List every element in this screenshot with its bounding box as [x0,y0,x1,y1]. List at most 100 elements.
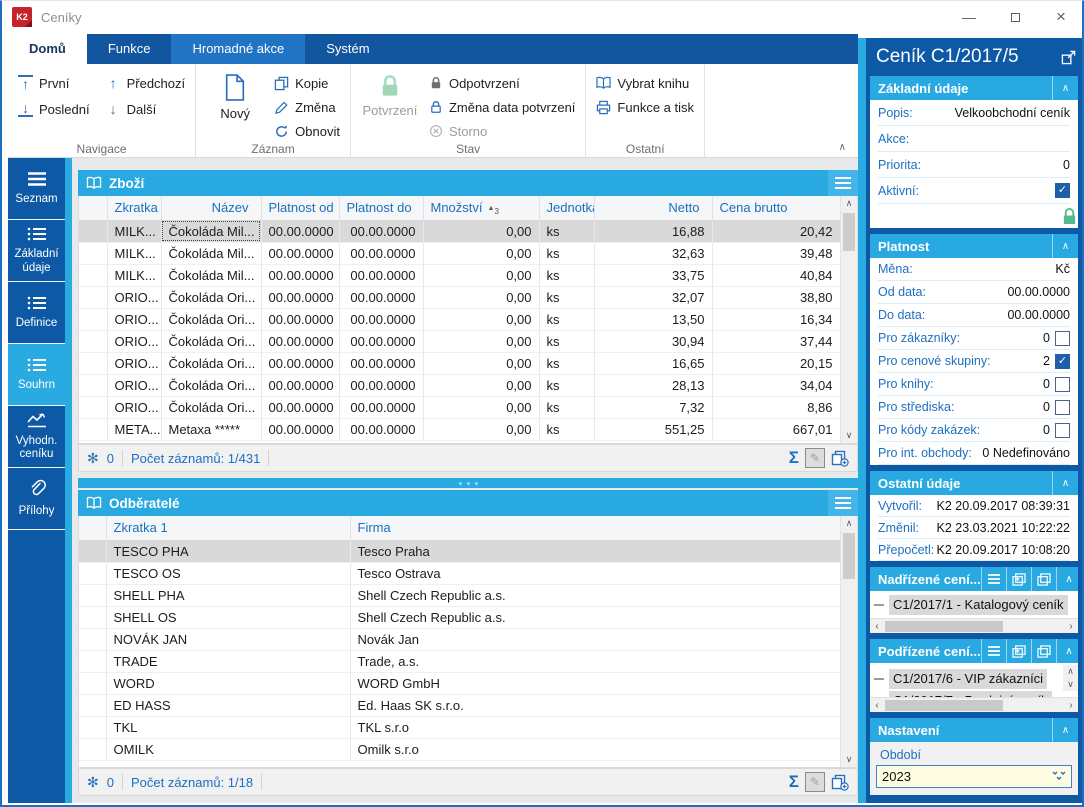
add-copy-button[interactable] [831,450,849,467]
obnovit-button[interactable]: Obnovit [274,119,340,143]
field-row[interactable]: Pro cenové skupiny: 2 [878,350,1070,373]
row-selector-cell[interactable] [79,584,107,607]
close-button[interactable]: × [1056,7,1066,26]
edit-pencil-button[interactable]: ✎ [805,772,825,792]
odberatele-column-header[interactable]: Firma [350,516,841,541]
zbozi-column-header[interactable]: Cena brutto [712,196,841,221]
field-row[interactable]: Od data: 00.00.0000 [878,281,1070,304]
field-row[interactable]: Popis: Velkoobchodní ceník [878,100,1070,126]
collapse-chevron-icon[interactable]: ∧ [1055,639,1078,663]
odberatele-table-row[interactable]: TESCO PHA Tesco Praha [79,540,841,563]
tab-funkce[interactable]: Funkce [87,34,172,64]
cenik-tree-item[interactable]: C1/2017/7 - Prodejní ceník [872,690,1076,697]
odberatele-table-row[interactable]: WORD WORD GmbH [79,672,841,695]
odberatele-panel-menu-button[interactable] [828,490,858,516]
odberatele-table-row[interactable]: TESCO OS Tesco Ostrava [79,562,841,585]
odberatele-table-row[interactable]: NOVÁK JAN Novák Jan [79,628,841,651]
field-row[interactable]: Pro kódy zakázek: 0 [878,419,1070,442]
row-selector-cell[interactable] [79,242,108,265]
field-row[interactable]: Pro knihy: 0 [878,373,1070,396]
podrizene-vertical-scrollbar[interactable]: ∧ ∨ [1063,665,1078,691]
row-selector-cell[interactable] [79,352,108,375]
kopie-button[interactable]: Kopie [274,71,340,95]
zbozi-panel-menu-button[interactable] [828,170,858,196]
odberatele-column-header[interactable]: Zkratka 1 [106,516,351,541]
zbozi-column-header[interactable]: Název [161,196,262,221]
sidebar-item-zakladni-udaje[interactable]: Základní údaje [8,220,65,282]
checkbox[interactable] [1055,183,1070,198]
section-header[interactable]: Základní údaje ∧ [870,76,1078,100]
sidebar-item-prilohy[interactable]: Přílohy [8,468,65,530]
zbozi-column-header[interactable]: Platnost od [261,196,340,221]
tree-expander-icon[interactable] [874,604,884,606]
zbozi-column-header[interactable]: Jednotka [539,196,595,221]
windows-copy-icon[interactable] [1030,639,1056,663]
row-selector-cell[interactable] [79,672,107,695]
field-row[interactable]: Pro střediska: 0 [878,396,1070,419]
panel-splitter-handle[interactable] [78,478,858,488]
scrollbar-thumb[interactable] [885,699,1003,711]
zbozi-vertical-scrollbar[interactable]: ∧ ∨ [840,196,857,443]
row-selector-cell[interactable] [79,330,108,353]
checkbox[interactable] [1055,353,1070,369]
zbozi-table-row[interactable]: ORIO... Čokoláda Ori... 00.00.0000 00.00… [79,374,841,397]
sidebar-item-vyhodn-ceniku[interactable]: Vyhodn. ceníku [8,406,65,468]
snowflake-filter-icon[interactable]: ✻ [87,773,99,790]
zbozi-table-row[interactable]: ORIO... Čokoláda Ori... 00.00.0000 00.00… [79,396,841,419]
funkce-a-tisk-button[interactable]: Funkce a tisk [596,95,694,119]
dalsi-button[interactable]: ↓ Další [106,97,186,121]
novy-button[interactable]: Nový [206,71,264,139]
prvni-button[interactable]: ↑ První [18,71,90,95]
row-selector-cell[interactable] [79,308,108,331]
menu-hamburger-icon[interactable] [980,567,1006,591]
odberatele-column-header[interactable] [79,516,107,541]
row-selector-cell[interactable] [79,606,107,629]
tab-system[interactable]: Systém [305,34,390,64]
predchozi-button[interactable]: ↑ Předchozí [106,71,186,95]
field-row[interactable]: Priorita: 0 [878,152,1070,178]
tree-expander-icon[interactable] [874,678,884,680]
scroll-right-icon[interactable]: › [1069,620,1073,632]
odberatele-table-row[interactable]: TRADE Trade, a.s. [79,650,841,673]
period-dropdown-icon[interactable] [1052,771,1066,782]
sum-sigma-button[interactable]: Σ [788,772,799,791]
storno-button[interactable]: Storno [429,119,575,143]
nadrizene-horizontal-scrollbar[interactable]: ‹ › [870,618,1078,633]
zbozi-table-row[interactable]: ORIO... Čokoláda Ori... 00.00.0000 00.00… [79,352,841,375]
checkbox[interactable] [1055,330,1070,346]
tab-domu[interactable]: Domů [8,34,87,64]
minimize-button[interactable]: — [962,9,976,25]
section-header[interactable]: Nadřízené cení... ∧ [870,567,1078,591]
zbozi-column-header[interactable]: Množství ▲3 [423,196,540,221]
zmena-data-potvrzeni-button[interactable]: Změna data potvrzení [429,95,575,119]
checkbox[interactable] [1055,422,1070,438]
row-selector-cell[interactable] [79,650,107,673]
checkbox[interactable] [1055,376,1070,392]
zbozi-table-row[interactable]: ORIO... Čokoláda Ori... 00.00.0000 00.00… [79,330,841,353]
add-window-icon[interactable] [1005,639,1031,663]
section-header[interactable]: Nastavení ∧ [870,718,1078,742]
scrollbar-thumb[interactable] [843,213,855,251]
edit-pencil-button[interactable]: ✎ [805,448,825,468]
collapse-chevron-icon[interactable]: ∧ [1052,76,1078,100]
row-selector-cell[interactable] [79,220,108,243]
section-header[interactable]: Podřízené cení... ∧ [870,639,1078,663]
odberatele-table-row[interactable]: SHELL OS Shell Czech Republic a.s. [79,606,841,629]
section-header[interactable]: Platnost ∧ [870,234,1078,258]
scrollbar-thumb[interactable] [885,620,1003,632]
collapse-chevron-icon[interactable]: ∧ [1052,718,1078,742]
collapse-chevron-icon[interactable]: ∧ [1052,234,1078,258]
zbozi-table-row[interactable]: META... Metaxa ***** 00.00.0000 00.00.00… [79,418,841,441]
zbozi-column-header[interactable]: Platnost do [339,196,424,221]
row-selector-cell[interactable] [79,716,107,739]
cenik-tree-item[interactable]: C1/2017/1 - Katalogový ceník [872,594,1076,616]
sum-sigma-button[interactable]: Σ [788,448,799,467]
zbozi-table-row[interactable]: MILK... Čokoláda Mil... 00.00.0000 00.00… [79,264,841,287]
add-window-icon[interactable] [1005,567,1031,591]
field-row[interactable]: Aktivní: [878,178,1070,204]
scroll-down-icon[interactable]: ∨ [845,430,853,440]
section-header[interactable]: Ostatní údaje ∧ [870,471,1078,495]
scroll-up-icon[interactable]: ∧ [845,198,853,208]
add-copy-button[interactable] [831,774,849,791]
sidebar-item-seznam[interactable]: Seznam [8,158,65,220]
